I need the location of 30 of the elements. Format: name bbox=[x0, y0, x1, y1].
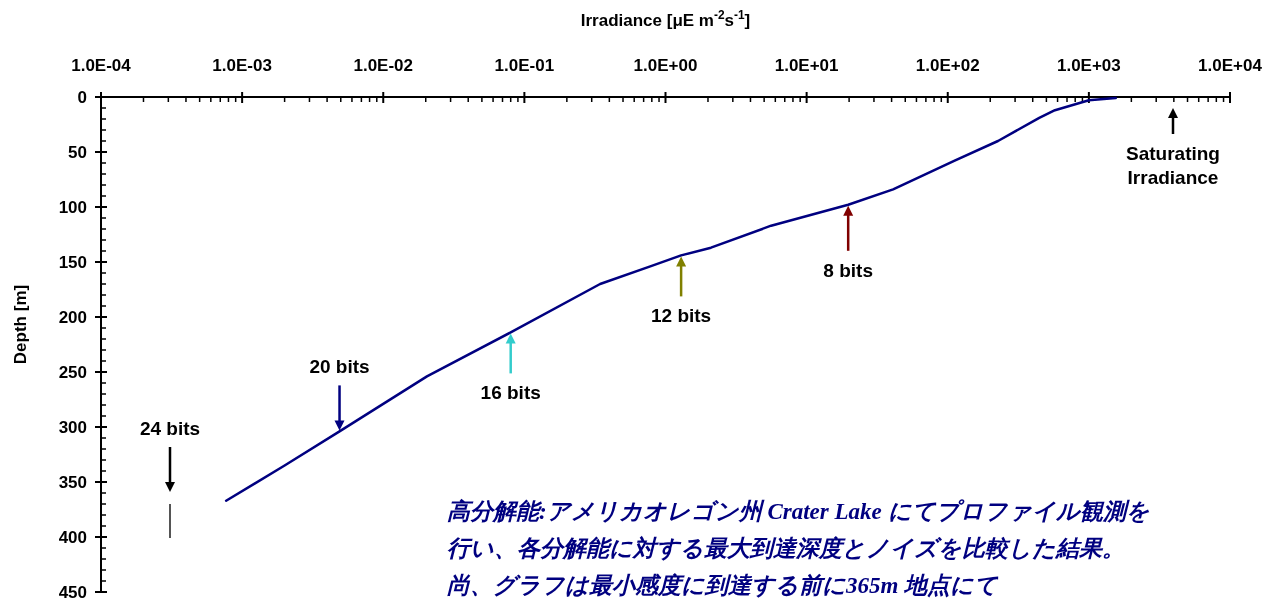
y-tick-label: 0 bbox=[77, 88, 87, 107]
x-tick-label: 1.0E-04 bbox=[71, 56, 132, 75]
annotation: 行い、各分解能に対する最大到達深度とノイズを比較した結果。 bbox=[447, 535, 1125, 561]
y-tick-label: 50 bbox=[68, 143, 87, 162]
y-tick-label: 250 bbox=[58, 363, 87, 382]
y-tick-label: 200 bbox=[58, 308, 87, 327]
annotation: 24 bits bbox=[139, 418, 201, 439]
x-tick-label: 1.0E+04 bbox=[1198, 56, 1263, 75]
annotation: 高分解能:アメリカオレゴン州 Crater Lake にてプロファイル観測を bbox=[447, 498, 1150, 524]
x-axis-title: Irradiance [μE m$^{-2}$s$^{-1}$] bbox=[580, 8, 751, 30]
annotation: 16 bits bbox=[480, 382, 541, 404]
y-axis-title: Depth [m] bbox=[11, 284, 30, 365]
x-tick-label: 1.0E-02 bbox=[353, 56, 414, 75]
x-tick-label: 1.0E+03 bbox=[1056, 56, 1121, 75]
x-tick-label: 1.0E+00 bbox=[633, 56, 698, 75]
x-tick-label: 1.0E+02 bbox=[915, 56, 980, 75]
x-tick-label: 1.0E-03 bbox=[212, 56, 272, 75]
annotation: 12 bits bbox=[651, 305, 712, 327]
x-tick-label: 1.0E-01 bbox=[494, 56, 555, 75]
y-tick-label: 400 bbox=[58, 528, 87, 547]
annotation: Saturating Irradiance bbox=[1126, 143, 1220, 188]
y-tick-label: 350 bbox=[58, 473, 87, 492]
y-tick-label: 450 bbox=[58, 583, 87, 602]
annotation: 20 bits bbox=[309, 356, 370, 378]
y-tick-label: 100 bbox=[58, 198, 87, 217]
y-tick-label: 150 bbox=[58, 253, 87, 272]
y-tick-label: 300 bbox=[58, 418, 87, 437]
annotation: 8 bits bbox=[823, 259, 873, 281]
x-tick-label: 1.0E+01 bbox=[774, 56, 839, 75]
annotation: 尚、グラフは最小感度に到達する前に365m 地点にて bbox=[447, 572, 1000, 598]
